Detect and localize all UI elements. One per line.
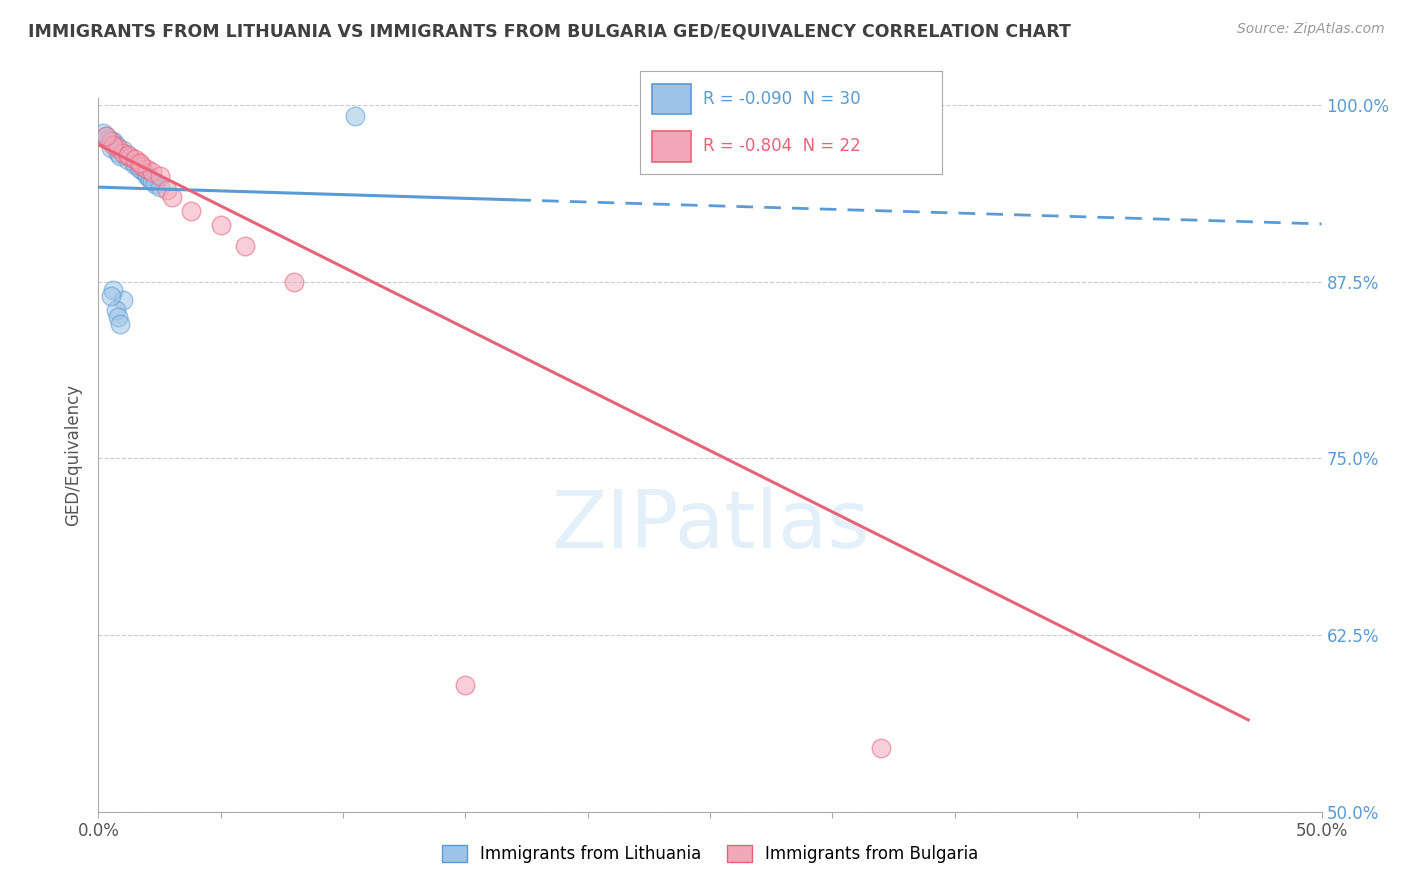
- Point: [117, 147, 139, 161]
- Point: [160, 190, 183, 204]
- Point: [121, 154, 143, 169]
- Point: [870, 741, 893, 756]
- Point: [233, 239, 256, 253]
- Point: [127, 159, 149, 173]
- Point: [141, 174, 163, 188]
- Text: R = -0.090  N = 30: R = -0.090 N = 30: [703, 90, 860, 108]
- Point: [101, 137, 124, 152]
- Point: [127, 154, 149, 169]
- Point: [141, 164, 163, 178]
- Point: [94, 129, 117, 144]
- Y-axis label: GED/Equivalency: GED/Equivalency: [65, 384, 83, 526]
- Point: [131, 163, 153, 178]
- Point: [101, 283, 124, 297]
- Text: ZIPatlas: ZIPatlas: [551, 487, 869, 566]
- Point: [111, 146, 134, 161]
- Point: [124, 152, 146, 166]
- Point: [209, 219, 232, 233]
- Point: [120, 151, 142, 165]
- Point: [454, 677, 477, 691]
- Point: [111, 144, 134, 158]
- Point: [180, 204, 202, 219]
- Point: [124, 157, 146, 171]
- Point: [100, 289, 122, 303]
- Bar: [652, 131, 692, 161]
- Point: [129, 156, 152, 170]
- Point: [149, 169, 172, 183]
- Point: [139, 171, 162, 186]
- Point: [110, 317, 132, 331]
- Bar: [652, 84, 692, 114]
- Point: [104, 137, 127, 152]
- Point: [111, 293, 134, 308]
- Point: [143, 178, 166, 192]
- Point: [104, 303, 127, 318]
- Text: R = -0.804  N = 22: R = -0.804 N = 22: [703, 137, 860, 155]
- Point: [136, 161, 159, 176]
- Point: [107, 146, 129, 161]
- Point: [100, 134, 122, 148]
- Point: [100, 140, 122, 154]
- Point: [283, 275, 305, 289]
- Point: [156, 183, 179, 197]
- Point: [117, 153, 139, 168]
- Point: [149, 180, 172, 194]
- Point: [114, 147, 136, 161]
- Point: [97, 132, 120, 146]
- Point: [107, 310, 129, 325]
- Point: [136, 169, 159, 183]
- Point: [101, 134, 124, 148]
- Point: [131, 159, 153, 173]
- Point: [344, 110, 367, 124]
- Text: IMMIGRANTS FROM LITHUANIA VS IMMIGRANTS FROM BULGARIA GED/EQUIVALENCY CORRELATIO: IMMIGRANTS FROM LITHUANIA VS IMMIGRANTS …: [28, 22, 1071, 40]
- Legend: Immigrants from Lithuania, Immigrants from Bulgaria: Immigrants from Lithuania, Immigrants fr…: [433, 837, 987, 871]
- Text: Source: ZipAtlas.com: Source: ZipAtlas.com: [1237, 22, 1385, 37]
- Point: [94, 129, 117, 144]
- Point: [134, 166, 156, 180]
- Point: [120, 151, 142, 165]
- Point: [91, 127, 114, 141]
- Point: [110, 149, 132, 163]
- Point: [129, 161, 152, 176]
- Point: [107, 140, 129, 154]
